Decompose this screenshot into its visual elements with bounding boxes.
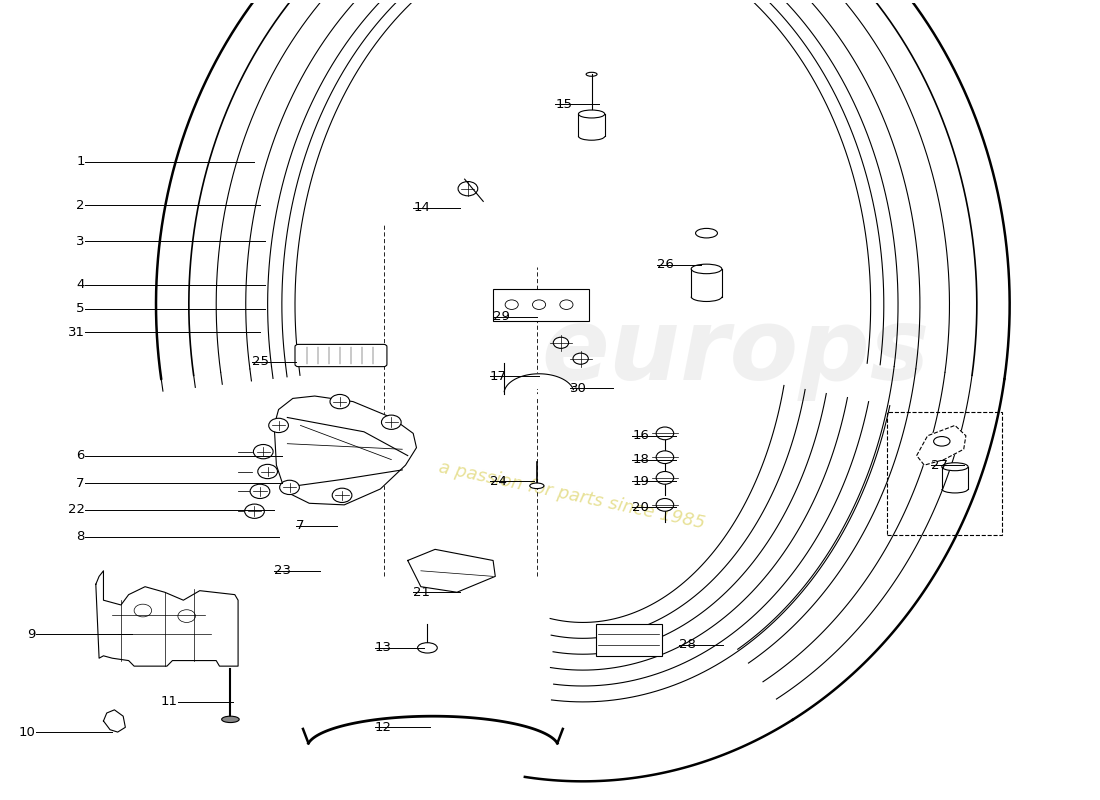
Text: a passion for parts since 1985: a passion for parts since 1985 xyxy=(437,458,706,532)
Text: 25: 25 xyxy=(252,355,270,368)
Polygon shape xyxy=(916,426,966,465)
Text: 7: 7 xyxy=(296,519,305,532)
Text: 20: 20 xyxy=(632,501,649,514)
Polygon shape xyxy=(274,396,417,505)
Text: 29: 29 xyxy=(493,310,510,323)
Text: 26: 26 xyxy=(658,258,674,271)
Text: 14: 14 xyxy=(414,202,430,214)
Text: 31: 31 xyxy=(68,326,85,339)
Text: 13: 13 xyxy=(375,642,392,654)
Text: 7: 7 xyxy=(76,477,85,490)
Ellipse shape xyxy=(695,229,717,238)
Text: 10: 10 xyxy=(19,726,35,738)
Polygon shape xyxy=(504,374,573,402)
FancyBboxPatch shape xyxy=(295,344,387,366)
Ellipse shape xyxy=(942,462,968,470)
Circle shape xyxy=(657,451,673,463)
Text: 18: 18 xyxy=(632,453,649,466)
Circle shape xyxy=(244,504,264,518)
Text: 21: 21 xyxy=(414,586,430,598)
Circle shape xyxy=(458,182,477,196)
Bar xyxy=(596,624,661,656)
Circle shape xyxy=(657,498,673,511)
Text: 17: 17 xyxy=(490,370,507,382)
Text: 23: 23 xyxy=(274,564,292,578)
Circle shape xyxy=(657,471,673,484)
Text: 4: 4 xyxy=(77,278,85,291)
Text: 16: 16 xyxy=(632,430,649,442)
Ellipse shape xyxy=(586,72,597,76)
Text: 9: 9 xyxy=(28,628,35,641)
Text: 30: 30 xyxy=(570,382,586,394)
Text: 2: 2 xyxy=(76,199,85,212)
Circle shape xyxy=(250,484,270,498)
Ellipse shape xyxy=(530,483,544,489)
Text: 11: 11 xyxy=(161,695,178,708)
Text: 5: 5 xyxy=(76,302,85,315)
Bar xyxy=(887,412,1002,535)
Text: 27: 27 xyxy=(931,458,948,472)
Polygon shape xyxy=(408,550,495,592)
Text: 3: 3 xyxy=(76,234,85,248)
Circle shape xyxy=(253,445,273,458)
Circle shape xyxy=(553,338,569,348)
Text: 6: 6 xyxy=(77,449,85,462)
Text: 19: 19 xyxy=(632,474,649,487)
Circle shape xyxy=(257,464,277,478)
Text: 8: 8 xyxy=(77,530,85,543)
Bar xyxy=(493,289,590,321)
Ellipse shape xyxy=(579,110,605,118)
Circle shape xyxy=(573,353,588,364)
Polygon shape xyxy=(96,571,238,666)
Circle shape xyxy=(268,418,288,433)
Text: 28: 28 xyxy=(679,638,696,651)
Text: 24: 24 xyxy=(490,474,507,487)
Circle shape xyxy=(332,488,352,502)
Circle shape xyxy=(382,415,402,430)
Text: europs: europs xyxy=(542,304,931,401)
Text: 1: 1 xyxy=(76,155,85,168)
Text: 12: 12 xyxy=(375,721,392,734)
Circle shape xyxy=(330,394,350,409)
Ellipse shape xyxy=(222,716,239,722)
Ellipse shape xyxy=(691,264,722,274)
Text: 22: 22 xyxy=(68,503,85,516)
Circle shape xyxy=(279,480,299,494)
Text: 15: 15 xyxy=(556,98,572,111)
Circle shape xyxy=(657,427,673,440)
